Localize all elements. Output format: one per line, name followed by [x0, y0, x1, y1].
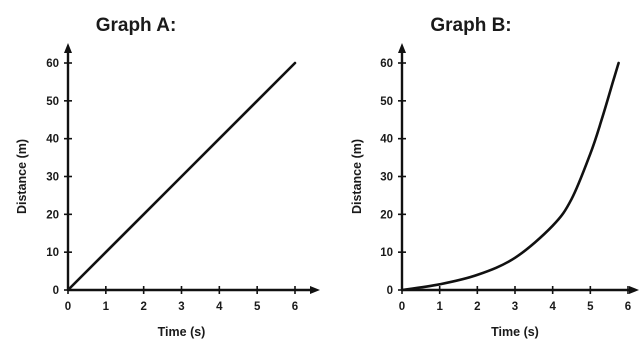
graph-b-x-tick-label: 6: [625, 301, 631, 313]
graph-b-series-line: [400, 61, 620, 292]
graph-a-x-tick-label: 3: [178, 301, 184, 313]
graph-a-x-tick-label: 2: [140, 301, 146, 313]
graph-a-x-tick-label: 5: [254, 301, 261, 313]
graph-b-y-tick-label: 60: [380, 58, 393, 70]
graph-a-title: Graph A:: [96, 15, 177, 36]
graph-b-y-axis-label: Distance (m): [350, 139, 364, 214]
graph-b-x-tick-label: 5: [587, 301, 594, 313]
graph-a-y-tick-label: 20: [46, 209, 59, 221]
graph-a-y-tick-label: 60: [46, 58, 59, 70]
graph-a-y-axis-label: Distance (m): [15, 139, 29, 214]
graph-b-x-tick-label: 3: [512, 301, 518, 313]
graph-b-y-tick-label: 30: [380, 172, 393, 184]
graph-b-x-tick-label: 1: [436, 301, 443, 313]
graph-b-y-arrow: [398, 43, 406, 53]
graph-a-y-tick-label: 40: [46, 134, 59, 146]
graph-a-y-tick-label: 30: [46, 172, 59, 184]
graph-a-x-tick-label: 4: [216, 301, 223, 313]
graph-a-y-tick-label: 10: [46, 247, 59, 259]
graph-b-y-tick-label: 20: [380, 209, 393, 221]
graph-a-y-tick-label: 50: [46, 96, 59, 108]
graph-a-x-axis-label: Time (s): [158, 325, 206, 339]
graph-a-y-tick-label: 0: [53, 285, 59, 297]
graph-b-y-tick-label: 50: [380, 96, 393, 108]
graph-b-title: Graph B:: [430, 15, 511, 36]
graph-a-series-line: [66, 61, 297, 292]
graph-a-x-tick-label: 0: [65, 301, 71, 313]
graph-b-x-tick-label: 2: [474, 301, 480, 313]
graph-a-x-arrow: [310, 286, 320, 294]
graph-b-x-arrow: [629, 286, 639, 294]
graph-a-x-tick-label: 1: [103, 301, 110, 313]
graph-b-x-tick-label: 0: [399, 301, 405, 313]
graph-b-x-axis-label: Time (s): [491, 325, 539, 339]
graph-a-y-arrow: [64, 43, 72, 53]
graph-b-x-tick-label: 4: [549, 301, 556, 313]
graph-a-x-tick-label: 6: [292, 301, 298, 313]
graph-b-y-tick-label: 0: [387, 285, 393, 297]
graph-b-y-tick-label: 40: [380, 134, 393, 146]
graph-b-y-tick-label: 10: [380, 247, 393, 259]
